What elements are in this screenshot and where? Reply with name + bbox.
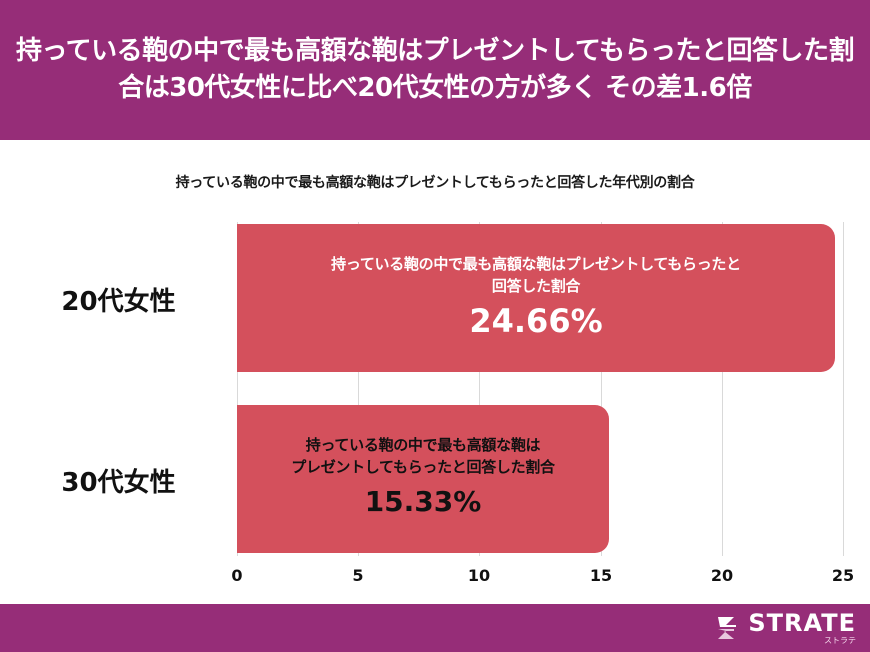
gridline-25 [843, 222, 844, 556]
bar-chart: 20代女性 30代女性 持っている鞄の中で最も高額な鞄はプレゼントしてもらったと… [61, 222, 855, 585]
category-label-20s: 20代女性 [61, 287, 176, 317]
x-tick-10: 10 [467, 566, 491, 585]
x-tick-0: 0 [231, 566, 243, 585]
brand-logo: STRATE ストラテ [712, 610, 856, 645]
gridline-15 [601, 222, 602, 556]
chart-title: 持っている鞄の中で最も高額な鞄はプレゼントしてもらったと回答した年代別の割合 [175, 175, 695, 191]
bar-20s-label-line1: 持っている鞄の中で最も高額な鞄はプレゼントしてもらったと [331, 255, 741, 273]
x-tick-25: 25 [831, 566, 855, 585]
brand-kana: ストラテ [824, 636, 856, 645]
bar-20s-label-line2: 回答した割合 [491, 277, 581, 295]
header-banner: 持っている鞄の中で最も高額な鞄はプレゼントしてもらったと回答した割合は30代女性… [0, 0, 870, 140]
bar-20s: 持っている鞄の中で最も高額な鞄はプレゼントしてもらったと 回答した割合 24.6… [237, 224, 835, 372]
gridline-20 [722, 222, 723, 556]
x-tick-15: 15 [589, 566, 613, 585]
bar-30s: 持っている鞄の中で最も高額な鞄は プレゼントしてもらったと回答した割合 15.3… [237, 405, 609, 553]
x-tick-5: 5 [352, 566, 364, 585]
gridline-0 [237, 222, 238, 556]
brand-name: STRATE [748, 609, 856, 637]
footer-banner: STRATE ストラテ [0, 604, 870, 652]
x-tick-20: 20 [710, 566, 734, 585]
gridline-10 [479, 222, 480, 556]
bar-30s-value: 15.33% [364, 485, 482, 518]
bar-20s-value: 24.66% [469, 302, 603, 340]
gridline-5 [358, 222, 359, 556]
bar-30s-label-line2: プレゼントしてもらったと回答した割合 [291, 458, 555, 476]
category-label-30s: 30代女性 [61, 468, 176, 498]
strate-logo-icon [718, 616, 737, 639]
bar-30s-label-line1: 持っている鞄の中で最も高額な鞄は [305, 436, 541, 454]
headline: 持っている鞄の中で最も高額な鞄はプレゼントしてもらったと回答した割合は30代女性… [15, 36, 855, 103]
